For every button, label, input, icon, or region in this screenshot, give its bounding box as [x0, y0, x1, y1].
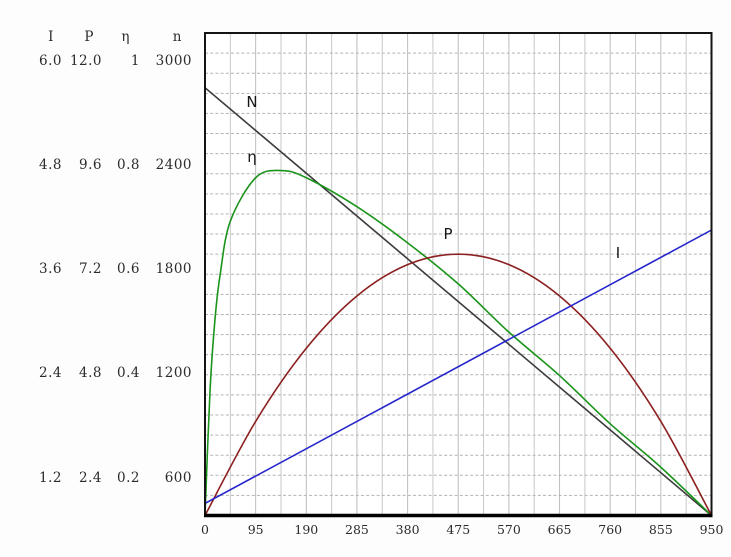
scale-row: 4.8 9.6 0.8 2400 [0, 156, 192, 174]
x-tick-label: 285 [345, 522, 369, 537]
x-tick-label: 950 [699, 522, 724, 537]
x-tick-label: 95 [247, 522, 264, 537]
scale-value: 7.2 [79, 261, 102, 277]
curve-current [205, 229, 712, 505]
scale-value: 1.2 [39, 470, 62, 486]
scale-value: 2.4 [39, 365, 62, 381]
scale-value: 2400 [155, 157, 192, 173]
header-speed-n: n [172, 29, 182, 45]
curve-label-speed: N [246, 93, 258, 111]
scale-row: 3.6 7.2 0.6 1800 [0, 260, 192, 278]
x-tick-label: 855 [648, 522, 673, 537]
curve-label-current: I [615, 244, 621, 262]
scale-value: 0.4 [117, 365, 140, 381]
scale-value: 0.8 [117, 157, 140, 173]
curve-speed [205, 87, 712, 516]
scale-table: I P η n 6.0 12.0 1 3000 4.8 9.6 0.8 2400… [0, 0, 200, 520]
curve-label-efficiency: η [247, 148, 257, 166]
scale-value: 1 [130, 53, 140, 69]
scale-value: 6.0 [39, 53, 62, 69]
x-tick-label: 190 [294, 522, 319, 537]
x-tick-label: 760 [598, 522, 623, 537]
header-power-P: P [84, 29, 94, 45]
scale-value: 0.6 [117, 261, 140, 277]
x-tick-label: 665 [547, 522, 572, 537]
curve-power [205, 253, 712, 516]
scale-value: 600 [164, 470, 192, 486]
scale-table-header: I P η n [0, 28, 188, 46]
scale-row: 1.2 2.4 0.2 600 [0, 469, 192, 487]
scale-value: 4.8 [79, 365, 102, 381]
scale-value: 2.4 [79, 470, 102, 486]
scale-value: 9.6 [79, 157, 102, 173]
x-tick-label: 380 [395, 522, 420, 537]
scale-value: 3000 [155, 53, 192, 69]
curve-efficiency [205, 169, 712, 516]
x-tick-label: 0 [201, 522, 209, 537]
scale-row: 6.0 12.0 1 3000 [0, 52, 192, 70]
scale-value: 4.8 [39, 157, 62, 173]
header-current-I: I [48, 29, 54, 45]
x-tick-label: 475 [446, 522, 471, 537]
scale-value: 3.6 [39, 261, 62, 277]
scale-value: 12.0 [69, 53, 102, 69]
x-tick-label: 570 [496, 522, 521, 537]
scale-value: 0.2 [117, 470, 140, 486]
scale-row: 2.4 4.8 0.4 1200 [0, 364, 192, 382]
scale-value: 1200 [155, 365, 192, 381]
header-efficiency: η [121, 29, 130, 45]
scale-value: 1800 [155, 261, 192, 277]
curve-label-power: P [443, 225, 453, 243]
